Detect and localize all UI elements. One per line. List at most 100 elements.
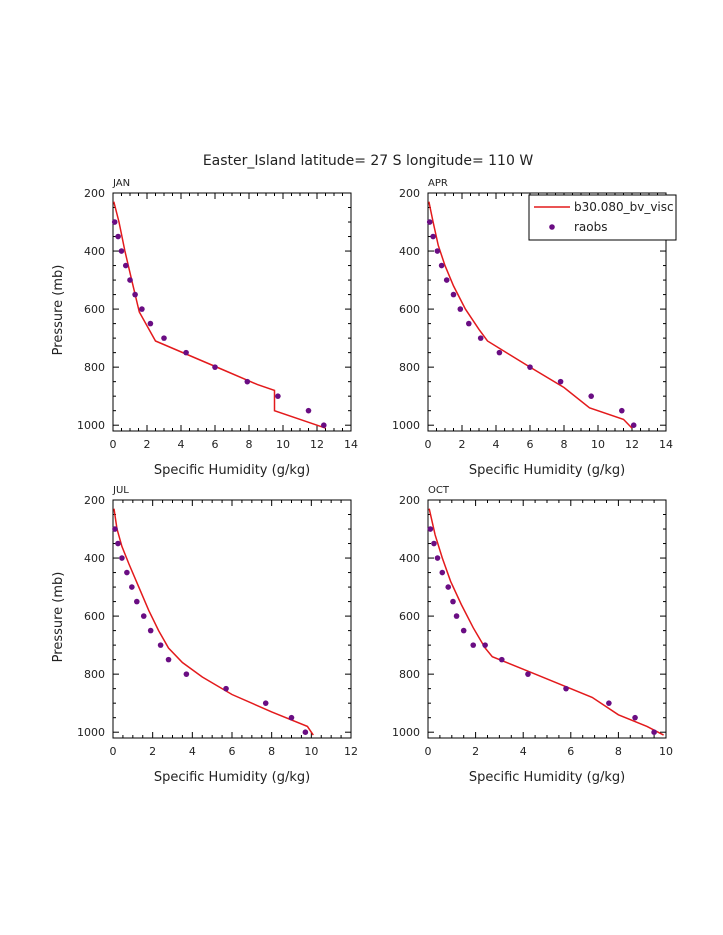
obs-point <box>302 729 309 735</box>
y-axis-label: Pressure (mb) <box>51 265 66 356</box>
x-tick-label: 6 <box>527 438 534 451</box>
panel-label: APR <box>428 178 448 189</box>
legend-obs-label: raobs <box>574 220 608 234</box>
y-tick-label: 200 <box>399 187 420 200</box>
x-tick-label: 8 <box>561 438 568 451</box>
obs-point <box>651 729 657 735</box>
model-line <box>113 508 314 736</box>
x-tick-label: 10 <box>659 745 673 758</box>
x-tick-label: 14 <box>344 438 358 451</box>
legend-model-label: b30.080_bv_visc <box>574 200 674 214</box>
panel-label: OCT <box>428 485 450 496</box>
x-tick-label: 4 <box>178 438 185 451</box>
obs-point <box>275 393 281 399</box>
obs-point <box>139 306 145 312</box>
obs-point <box>445 584 452 590</box>
obs-point <box>244 378 251 385</box>
obs-point <box>111 219 118 225</box>
panel-jan: JAN Specific Humidity (g/kg) Pressure (m… <box>51 178 358 478</box>
obs-point <box>430 233 436 240</box>
y-tick-label: 400 <box>84 552 105 565</box>
plot-frame <box>112 192 352 432</box>
obs-point <box>563 685 569 692</box>
y-tick-label: 1000 <box>392 726 420 739</box>
obs-point <box>450 598 456 605</box>
obs-point <box>525 671 531 677</box>
y-tick-label: 200 <box>399 494 420 507</box>
obs-point <box>124 569 130 576</box>
obs-point <box>183 349 189 356</box>
obs-point <box>470 642 477 648</box>
obs-point <box>466 320 472 327</box>
obs-point <box>288 714 295 721</box>
obs-point <box>619 407 625 414</box>
obs-point <box>161 335 167 341</box>
obs-point <box>147 627 154 634</box>
x-tick-label: 12 <box>344 745 358 758</box>
obs-point <box>431 540 437 547</box>
x-tick-label: 0 <box>425 745 432 758</box>
y-tick-label: 600 <box>399 303 420 316</box>
obs-point <box>127 277 133 283</box>
y-tick-label: 400 <box>84 245 105 258</box>
y-tick-label: 1000 <box>77 419 105 432</box>
obs-point <box>606 700 612 706</box>
x-tick-label: 2 <box>149 745 156 758</box>
obs-point <box>443 277 450 283</box>
obs-point <box>122 262 129 269</box>
legend: b30.080_bv_visc raobs <box>528 194 677 241</box>
obs-point <box>453 613 460 619</box>
panel-label: JAN <box>112 178 130 189</box>
panel-apr: APR Specific Humidity (g/kg) 0 2 4 6 8 10 12 14… <box>392 178 673 478</box>
x-tick-label: 6 <box>567 745 574 758</box>
x-tick-label: 4 <box>189 745 196 758</box>
obs-point <box>321 422 327 428</box>
obs-point <box>112 526 118 532</box>
y-tick-label: 600 <box>84 303 105 316</box>
obs-point <box>496 349 503 356</box>
obs-point <box>427 526 434 532</box>
y-tick-label: 200 <box>84 187 105 200</box>
x-tick-label: 12 <box>625 438 639 451</box>
y-tick-label: 600 <box>399 610 420 623</box>
obs-point <box>434 248 441 254</box>
obs-point <box>588 393 594 399</box>
x-tick-label: 10 <box>276 438 290 451</box>
obs-point <box>132 291 138 298</box>
model-line <box>113 201 326 429</box>
obs-point <box>134 598 140 605</box>
figure-title: Easter_Island latitude= 27 S longitude= … <box>203 153 533 169</box>
legend-obs-swatch <box>549 224 555 230</box>
obs-point <box>262 700 269 706</box>
x-axis-label: Specific Humidity (g/kg) <box>469 463 625 478</box>
obs-point <box>498 656 505 663</box>
obs-point <box>630 422 637 428</box>
x-tick-label: 2 <box>144 438 151 451</box>
obs-point <box>119 555 125 561</box>
obs-point <box>450 291 457 298</box>
obs-point <box>157 642 164 648</box>
obs-point <box>129 584 135 590</box>
y-tick-label: 800 <box>84 668 105 681</box>
obs-point <box>118 248 125 254</box>
y-tick-label: 600 <box>84 610 105 623</box>
x-axis-label: Specific Humidity (g/kg) <box>154 463 310 478</box>
obs-point <box>183 671 190 677</box>
x-tick-label: 2 <box>472 745 479 758</box>
y-tick-label: 400 <box>399 245 420 258</box>
x-tick-label: 0 <box>110 438 117 451</box>
x-tick-label: 8 <box>268 745 275 758</box>
x-tick-label: 6 <box>212 438 219 451</box>
x-tick-label: 10 <box>304 745 318 758</box>
x-tick-label: 8 <box>246 438 253 451</box>
x-tick-label: 4 <box>520 745 527 758</box>
obs-point <box>165 656 172 663</box>
x-tick-label: 0 <box>425 438 432 451</box>
obs-point <box>527 364 533 370</box>
y-tick-label: 1000 <box>77 726 105 739</box>
obs-point <box>477 335 484 341</box>
model-line <box>428 201 633 429</box>
x-tick-label: 14 <box>659 438 673 451</box>
x-tick-label: 10 <box>591 438 605 451</box>
